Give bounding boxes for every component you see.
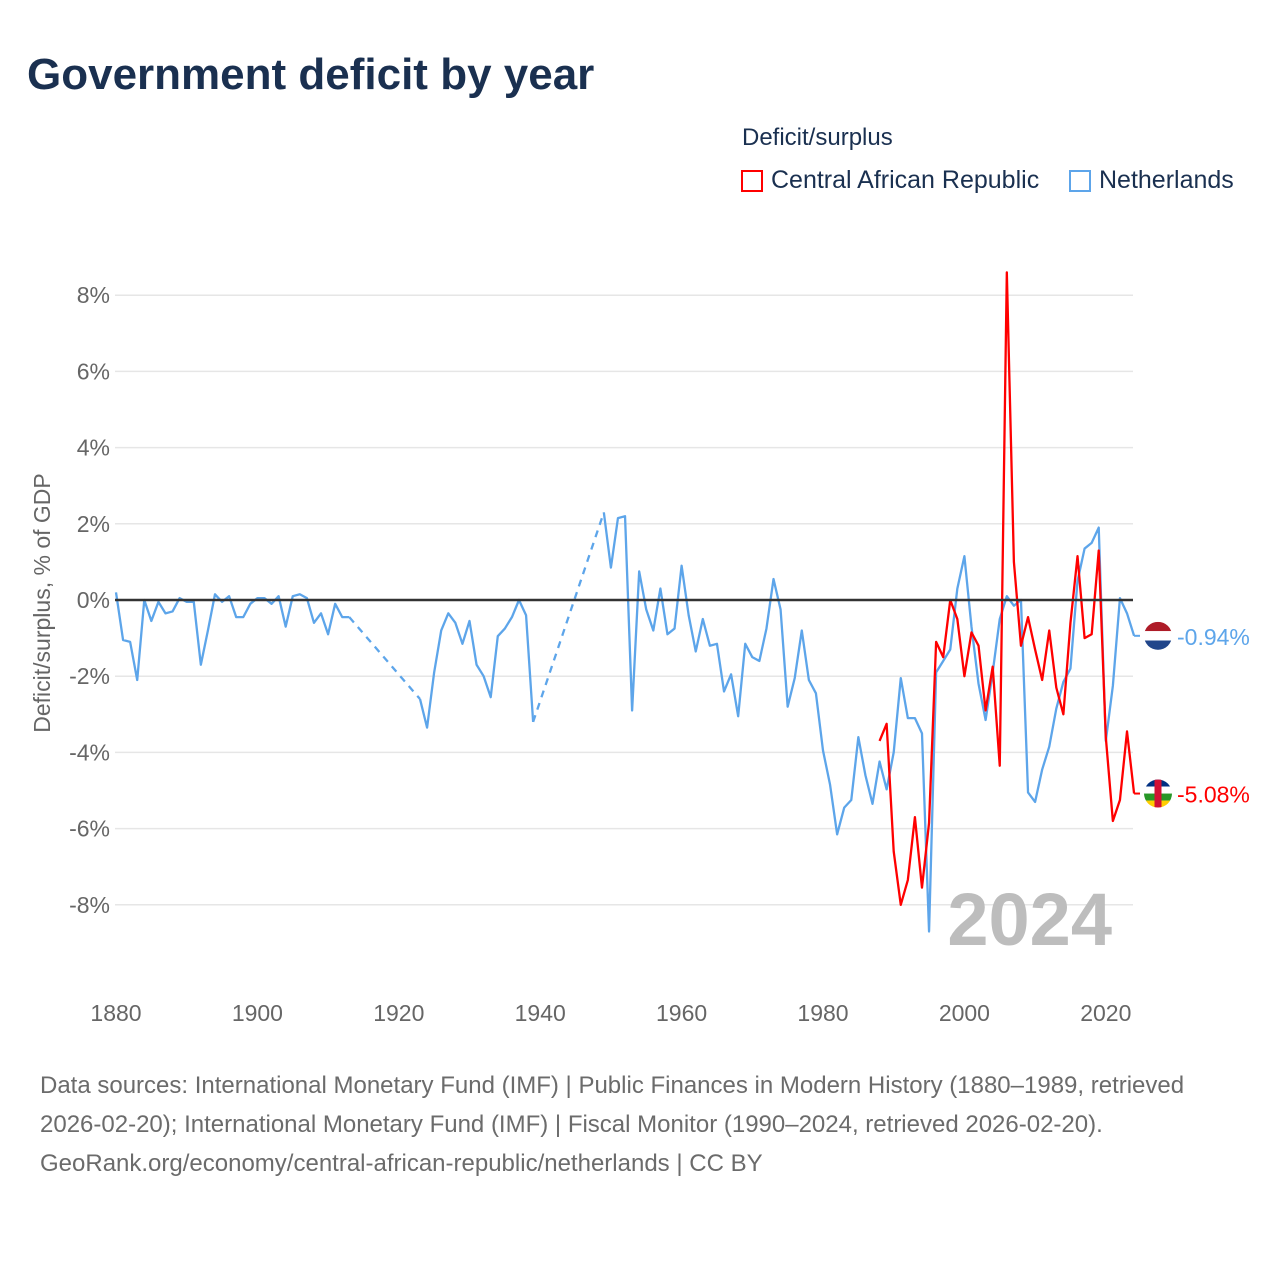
x-tick-label: 1880 — [90, 1000, 141, 1026]
series-line-netherlands — [418, 598, 535, 729]
legend-title: Deficit/surplus — [742, 124, 893, 151]
x-tick-label: 1960 — [656, 1000, 707, 1026]
y-tick-label: 0% — [77, 587, 110, 613]
y-tick-label: -8% — [69, 892, 110, 918]
end-value-label: -0.94% — [1177, 624, 1250, 650]
year-label: 2024 — [947, 878, 1112, 961]
credit-link[interactable]: GeoRank.org/economy/central-african-repu… — [40, 1150, 763, 1177]
y-tick-label: -2% — [69, 663, 110, 689]
legend-swatch-red — [741, 169, 763, 192]
legend-swatch-blue — [1069, 169, 1091, 192]
data-sources: Data sources: International Monetary Fun… — [40, 1072, 1185, 1138]
netherlands-flag-icon — [1144, 621, 1172, 650]
legend-label: Central African Republic — [771, 166, 1040, 194]
x-tick-label: 1940 — [515, 1000, 566, 1026]
x-tick-label: 1900 — [232, 1000, 283, 1026]
footer: Data sources: International Monetary Fun… — [40, 1066, 1240, 1183]
y-tick-label: 4% — [77, 435, 110, 461]
car-flag-icon — [1144, 779, 1172, 808]
y-tick-label: 2% — [77, 511, 110, 537]
series-line-netherlands — [114, 592, 350, 682]
series-line-central-african-republic — [878, 271, 1136, 906]
legend-item-central-african-republic[interactable]: Central African Republic — [741, 166, 1039, 195]
y-tick-label: 8% — [77, 282, 110, 308]
legend-item-netherlands[interactable]: Netherlands — [1069, 166, 1234, 195]
x-tick-label: 1980 — [797, 1000, 848, 1026]
x-tick-label: 2000 — [939, 1000, 990, 1026]
line-chart: -8% -6% -4% -2% 0% 2% 4% 6% 8% 1880 1900 1920 1940 1… — [29, 271, 1250, 1026]
series-gap-line — [348, 616, 421, 700]
legend-label: Netherlands — [1099, 166, 1234, 194]
page-title: Government deficit by year — [27, 50, 595, 99]
series-line-netherlands — [602, 512, 1136, 933]
series-gap-line — [532, 512, 605, 723]
y-axis-label: Deficit/surplus, % of GDP — [29, 473, 55, 732]
y-tick-label: 6% — [77, 358, 110, 384]
x-tick-label: 1920 — [373, 1000, 424, 1026]
y-tick-label: -4% — [69, 739, 110, 765]
end-value-label: -5.08% — [1177, 782, 1250, 808]
x-tick-label: 2020 — [1080, 1000, 1131, 1026]
y-tick-label: -6% — [69, 816, 110, 842]
